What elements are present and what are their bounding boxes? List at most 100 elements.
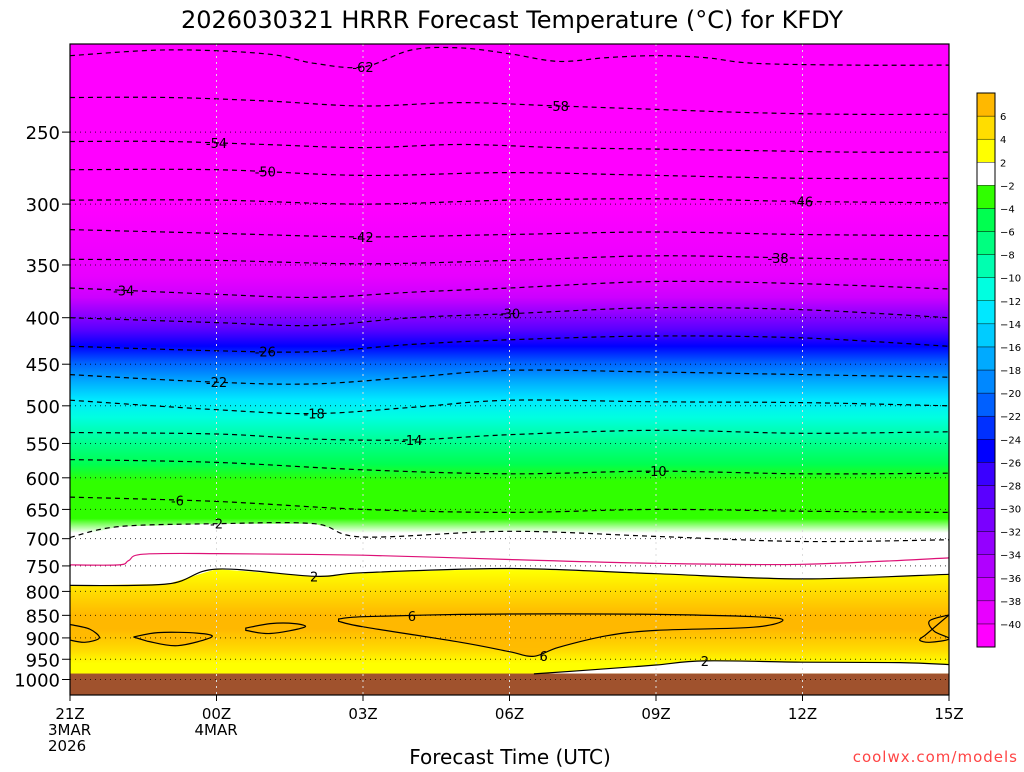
x-tick-label: 4MAR — [195, 721, 238, 739]
y-tick-label: 900 — [26, 629, 60, 650]
colorbar-label: −28 — [1000, 481, 1021, 492]
y-tick-label: 350 — [26, 256, 60, 277]
above-freezing-band — [70, 553, 949, 586]
y-tick-label: 700 — [26, 530, 60, 551]
colorbar-label: 4 — [1000, 135, 1006, 146]
x-tick-label: 00Z — [202, 705, 231, 723]
x-tick-label: 15Z — [934, 705, 963, 723]
contour-line-closed — [70, 623, 100, 643]
y-tick-label: 750 — [26, 557, 60, 578]
contour-line — [70, 280, 949, 299]
plot-area: -62-58-54-50-46-42-38-34-30-26-22-18-14-… — [69, 43, 950, 696]
y-tick-label: 450 — [26, 355, 60, 376]
contour-line — [70, 229, 949, 238]
colorbar-cell — [976, 485, 996, 509]
contour-label: -2 — [210, 518, 223, 533]
contour-line — [70, 567, 949, 587]
colorbar-label: −22 — [1000, 412, 1021, 423]
contour-line — [70, 399, 949, 415]
contour-line — [70, 335, 949, 353]
colorbar-label: −10 — [1000, 274, 1021, 285]
colorbar-cell — [976, 208, 996, 232]
colorbar-cell — [976, 600, 996, 625]
x-tick-label: 06Z — [495, 705, 524, 723]
contour-line — [533, 660, 949, 675]
contour-line — [70, 496, 949, 514]
contour-label: -38 — [767, 252, 788, 267]
warm-pocket — [70, 624, 100, 643]
colorbar-label: 6 — [1000, 112, 1006, 123]
colorbar-cell — [976, 277, 996, 301]
contour-line — [70, 168, 949, 180]
contour-label: 2 — [310, 570, 318, 585]
colorbar-label: −36 — [1000, 574, 1021, 585]
colorbar-label: −24 — [1000, 435, 1021, 446]
colorbar-cell — [976, 115, 996, 140]
ground-layer — [70, 673, 949, 695]
contour-label: 2 — [701, 655, 709, 670]
contour-line — [70, 522, 949, 543]
contour-label: -62 — [352, 61, 373, 76]
y-axis: 2503003504004505005506006507007508008509… — [14, 123, 70, 692]
near-surface-band — [533, 660, 949, 674]
freezing-layer-band — [70, 523, 949, 565]
y-tick-label: 800 — [26, 582, 60, 603]
contour-label: 6 — [540, 650, 548, 665]
colorbar-cell — [976, 392, 996, 417]
colorbar-label: −20 — [1000, 389, 1021, 400]
colorbar-frame — [976, 92, 996, 648]
colorbar-label: −30 — [1000, 505, 1021, 516]
y-tick-label: 550 — [26, 434, 60, 455]
y-tick-label: 300 — [26, 195, 60, 216]
colorbar-label: −2 — [1000, 181, 1015, 192]
contour-line — [70, 459, 949, 475]
contour-line-closed — [245, 622, 306, 635]
colorbar-cell — [976, 231, 996, 255]
chart-title: 2026030321 HRRR Forecast Temperature (°C… — [181, 6, 843, 34]
colorbar-cell — [976, 185, 996, 209]
x-tick-label: 09Z — [641, 705, 670, 723]
colorbar-label: −4 — [1000, 204, 1015, 215]
colorbar-cell — [976, 577, 996, 602]
contour-line — [70, 96, 949, 116]
colorbar-label: −6 — [1000, 228, 1015, 239]
y-tick-label: 650 — [26, 500, 60, 521]
colorbar-label: −40 — [1000, 620, 1021, 631]
x-tick-label: 21Z — [55, 705, 84, 723]
y-tick-label: 950 — [26, 650, 60, 671]
contour-lines — [70, 46, 949, 675]
colorbar-cell — [976, 138, 996, 163]
contour-line-closed — [338, 613, 784, 657]
contour-label: -46 — [792, 195, 813, 210]
contour-label: -6 — [171, 494, 184, 509]
warm-pocket — [245, 623, 306, 634]
colorbar-label: −18 — [1000, 366, 1021, 377]
contour-label: -26 — [255, 345, 276, 360]
contour-label: -34 — [113, 284, 134, 299]
contour-label: 6 — [408, 610, 416, 625]
contour-label: -22 — [206, 376, 227, 391]
contour-label: -42 — [352, 231, 373, 246]
y-tick-label: 250 — [26, 123, 60, 144]
contour-line — [70, 306, 949, 327]
contour-line — [70, 369, 949, 385]
colorbar-label: −26 — [1000, 458, 1021, 469]
contour-line — [70, 46, 949, 69]
colorbar-cell — [976, 623, 996, 648]
colorbar-label: −34 — [1000, 551, 1021, 562]
y-tick-label: 600 — [26, 469, 60, 490]
x-axis-label: Forecast Time (UTC) — [409, 745, 611, 768]
colorbar-cell — [976, 323, 996, 348]
y-tick-label: 400 — [26, 309, 60, 330]
colorbar-cell — [976, 554, 996, 578]
x-tick-label: 2026 — [48, 737, 86, 755]
y-tick-label: 1000 — [14, 671, 60, 692]
colorbar-cell — [976, 369, 996, 394]
contour-label: -14 — [401, 434, 422, 449]
colorbar-label: −14 — [1000, 320, 1021, 331]
credit-text[interactable]: coolwx.com/models — [853, 748, 1018, 766]
colorbar-label: −8 — [1000, 251, 1015, 262]
